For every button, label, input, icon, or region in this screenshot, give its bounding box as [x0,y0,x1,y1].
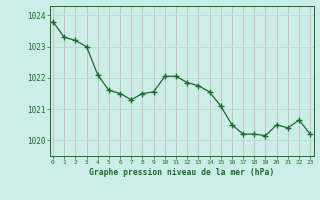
X-axis label: Graphe pression niveau de la mer (hPa): Graphe pression niveau de la mer (hPa) [89,168,274,177]
